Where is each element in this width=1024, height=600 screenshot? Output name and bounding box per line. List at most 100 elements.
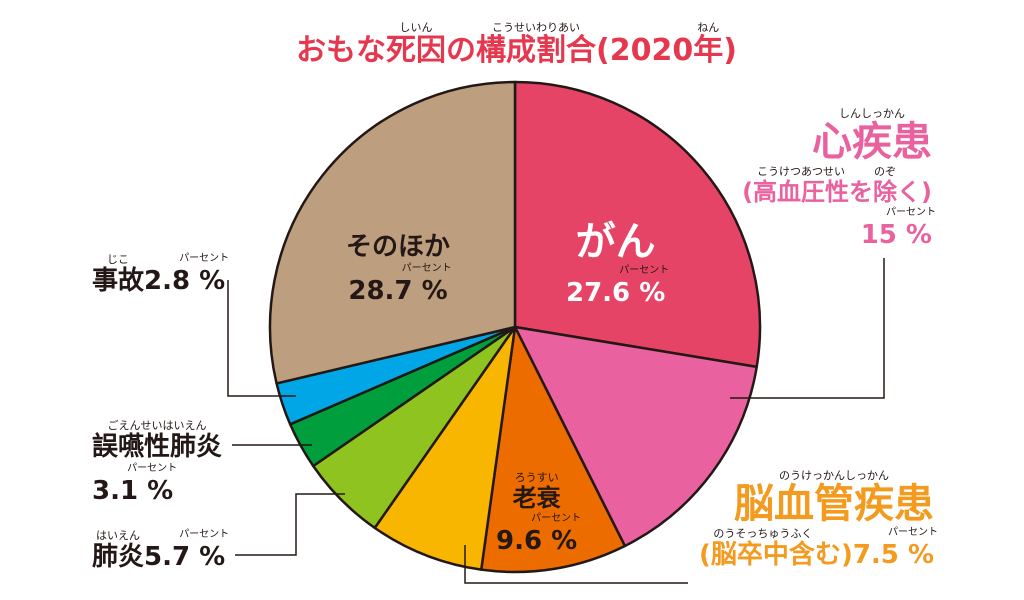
label-line: (脳卒中含 のうそっちゅうふく む)7.5 % パーセント xyxy=(688,528,938,570)
label-text: ( xyxy=(699,540,711,570)
label-line: (高血圧性 こうけつあつせい を除 のぞ く) xyxy=(722,166,932,204)
ruby-text: こうせいわりあい xyxy=(492,21,580,34)
ruby-text: パーセント xyxy=(888,527,938,538)
label-senility: 老衰 ろうすい 9.6 % パーセント xyxy=(496,472,581,558)
label-segment: 心疾患 しんしっかん xyxy=(812,108,932,162)
label-segment: 脳卒中含 のうそっちゅうふく xyxy=(711,528,815,568)
label-line: 心疾患 しんしっかん xyxy=(722,108,932,162)
label-text: そのほか xyxy=(346,232,451,262)
label-text: (2020 xyxy=(596,33,694,68)
label-segment: ( xyxy=(742,166,753,204)
label-text: おもな xyxy=(296,33,386,68)
label-line: そのほか xyxy=(346,220,450,260)
label-segment: の xyxy=(446,22,476,66)
ruby-text: のうそっちゅうふく xyxy=(713,527,813,540)
label-segment: む) xyxy=(815,528,853,568)
label-text: 高血圧性 xyxy=(753,178,850,206)
label-segment: 15 % パーセント xyxy=(860,208,936,250)
ruby-text: パーセント xyxy=(886,207,936,218)
label-text: 誤嚥性肺炎 xyxy=(92,432,223,462)
label-segment: く) xyxy=(897,166,932,204)
label-segment: 死因 しいん xyxy=(386,22,446,66)
label-text: 事故 xyxy=(92,266,145,296)
leader-line-cerebro xyxy=(464,545,688,584)
ruby-text: パーセント xyxy=(401,263,452,274)
label-line: 肺炎 はいえん 5.7 % パーセント xyxy=(92,530,229,572)
label-line: 老衰 ろうすい xyxy=(496,472,577,510)
label-text: 7.5 % xyxy=(852,540,934,570)
label-text: 除 xyxy=(873,178,898,206)
label-segment: 除のぞ xyxy=(873,166,897,204)
label-line: 15 % パーセント xyxy=(722,208,936,250)
pie-slice-1 xyxy=(513,325,758,548)
label-text: 15 % xyxy=(860,220,932,250)
label-segment: そのほか xyxy=(346,220,450,260)
label-segment: がん xyxy=(576,208,656,262)
label-line: 事故 じこ 2.8 % パーセント xyxy=(92,254,229,296)
ruby-text: パーセント xyxy=(179,529,230,540)
label-segment: 3.1 % パーセント xyxy=(92,464,177,505)
ruby-text: のぞ xyxy=(874,165,897,178)
label-aspiration-pneumonia: 誤嚥性肺炎 ごえんせいはいえん 3.1 % パーセント xyxy=(92,420,222,508)
label-segment: 老衰 ろうすい xyxy=(513,472,561,510)
ruby-text: はいえん xyxy=(96,529,140,542)
label-text: 27.6 % xyxy=(566,278,666,308)
label-text: ( xyxy=(742,178,754,206)
label-text: 28.7 % xyxy=(348,276,448,306)
label-cerebrovascular: 脳血管疾患 のうけっかんしっかん (脳卒中含 のうそっちゅうふく む)7.5 % パーセン… xyxy=(688,470,938,572)
ruby-text: しいん xyxy=(399,21,433,34)
label-text: 心疾患 xyxy=(812,119,932,165)
label-segment: 2.8 % パーセント xyxy=(144,254,229,296)
label-line: 3.1 % パーセント xyxy=(92,464,222,505)
label-segment: 9.6 % パーセント xyxy=(496,514,581,555)
label-segment: 脳血管疾患 のうけっかんしっかん xyxy=(734,470,934,524)
pie-slice-0 xyxy=(513,80,762,369)
label-other: そのほか 28.7 % パーセント xyxy=(346,220,452,308)
leader-line-accident xyxy=(227,280,296,397)
ruby-text: こうけつあつせい xyxy=(757,165,846,178)
label-segment: 肺炎 はいえん xyxy=(92,530,144,570)
label-segment: 7.5 % パーセント xyxy=(852,528,938,570)
ruby-text: パーセント xyxy=(179,253,230,264)
label-text: ) xyxy=(723,33,737,68)
label-text: 2.8 % xyxy=(144,266,226,296)
label-line: 誤嚥性肺炎 ごえんせいはいえん xyxy=(92,420,222,460)
leader-line-heart xyxy=(730,258,885,399)
label-accident: 事故 じこ 2.8 % パーセント xyxy=(92,254,229,298)
ruby-text: ろうすい xyxy=(514,471,559,484)
label-text: の xyxy=(446,33,476,68)
ruby-text: パーセント xyxy=(127,463,178,474)
label-segment: 事故 じこ xyxy=(92,254,144,294)
label-line: 脳血管疾患 のうけっかんしっかん xyxy=(688,470,934,524)
leader-line-pneumonia xyxy=(235,493,345,556)
ruby-text: パーセント xyxy=(531,513,582,524)
label-segment: 年ねん xyxy=(693,22,723,66)
label-text: がん xyxy=(575,219,656,265)
label-segment: (2020 xyxy=(596,22,693,66)
label-segment: を xyxy=(849,166,873,204)
ruby-text: のうけっかんしっかん xyxy=(779,469,889,482)
label-segment: 高血圧性 こうけつあつせい xyxy=(753,166,849,204)
label-text: を xyxy=(849,178,874,206)
ruby-text: ごえんせいはいえん xyxy=(107,419,207,432)
label-cancer: がん 27.6 % パーセント xyxy=(566,208,669,310)
pie-slice-3 xyxy=(373,325,517,571)
label-segment: ) xyxy=(723,22,737,66)
label-text: む) xyxy=(814,540,853,570)
ruby-text: じこ xyxy=(107,253,129,266)
label-line: 27.6 % パーセント xyxy=(566,266,669,308)
label-segment: 誤嚥性肺炎 ごえんせいはいえん xyxy=(92,420,222,460)
label-text: 肺炎 xyxy=(92,542,145,572)
chart-title: おもな死因 しいん の構成割合 こうせいわりあい (2020年 ねん) xyxy=(296,22,737,66)
ruby-text: しんしっかん xyxy=(839,107,905,120)
label-heart-disease: 心疾患 しんしっかん (高血圧性 こうけつあつせい を除 のぞ く) 15 % パーセント xyxy=(722,108,936,252)
label-text: く) xyxy=(897,178,932,206)
label-text: 死因 xyxy=(386,33,446,68)
ruby-text: パーセント xyxy=(619,265,670,276)
label-segment: 27.6 % パーセント xyxy=(566,266,669,308)
label-text: 5.7 % xyxy=(144,542,226,572)
label-segment: 構成割合 こうせいわりあい xyxy=(476,22,596,66)
label-line: がん xyxy=(566,208,665,262)
label-text: 脳卒中含 xyxy=(710,540,815,570)
